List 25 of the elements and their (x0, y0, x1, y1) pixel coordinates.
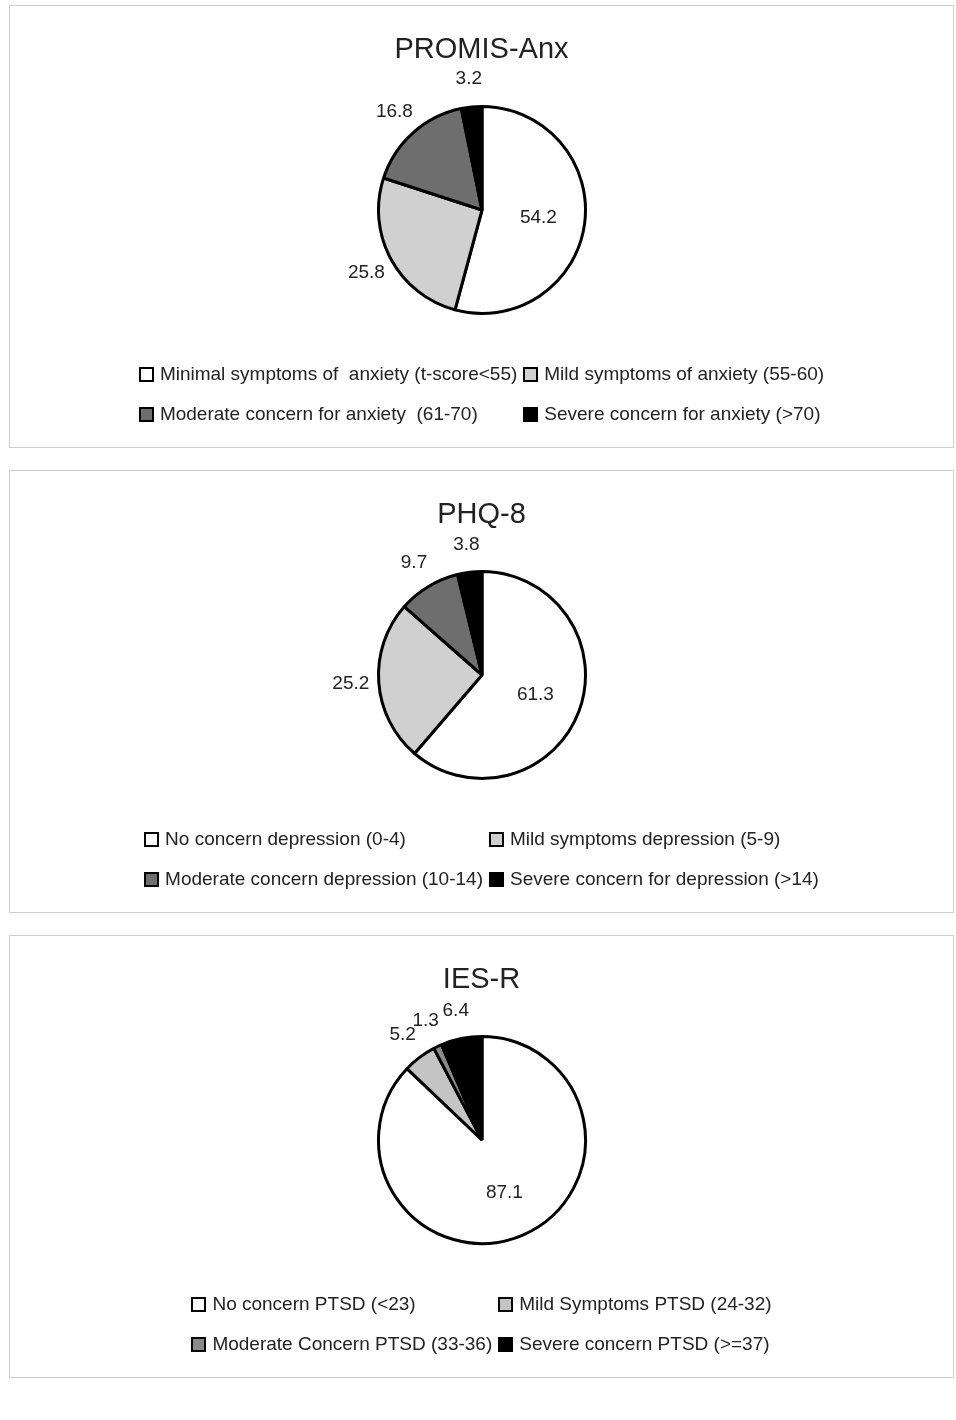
data-label: 3.8 (452, 532, 480, 554)
legend-label: Severe concern PTSD (>=37) (518, 1333, 771, 1355)
chart-title: IES-R (441, 961, 522, 995)
chart-title: PHQ-8 (436, 496, 527, 530)
data-label: 6.4 (442, 999, 469, 1021)
data-label: 54.2 (519, 205, 557, 227)
legend-label: Mild symptoms depression (5-9) (509, 828, 782, 850)
data-label: 25.2 (331, 672, 369, 694)
legend-label: Moderate concern depression (10-14) (164, 868, 483, 890)
legend-label: Minimal symptoms of anxiety (t-score<55) (158, 363, 518, 385)
data-label: 61.3 (516, 683, 554, 705)
legend-label: Severe concern for depression (>14) (509, 868, 819, 890)
legend-label: Moderate Concern PTSD (33-36) (211, 1333, 493, 1355)
data-label: 16.8 (375, 100, 413, 122)
legend-label: No concern PTSD (<23) (211, 1293, 417, 1315)
data-label: 9.7 (400, 550, 427, 572)
data-label: 25.8 (347, 260, 385, 282)
legend-label: Mild symptoms of anxiety (55-60) (543, 363, 825, 385)
legend-label: No concern depression (0-4) (164, 828, 407, 850)
chart-title: PROMIS-Anx (393, 31, 570, 65)
legend-label: Mild Symptoms PTSD (24-32) (518, 1293, 772, 1315)
data-label: 87.1 (485, 1180, 523, 1202)
legend-label: Moderate concern for anxiety (61-70) (158, 403, 479, 425)
legend-label: Severe concern for anxiety (>70) (543, 403, 822, 425)
data-label: 3.2 (455, 67, 482, 89)
